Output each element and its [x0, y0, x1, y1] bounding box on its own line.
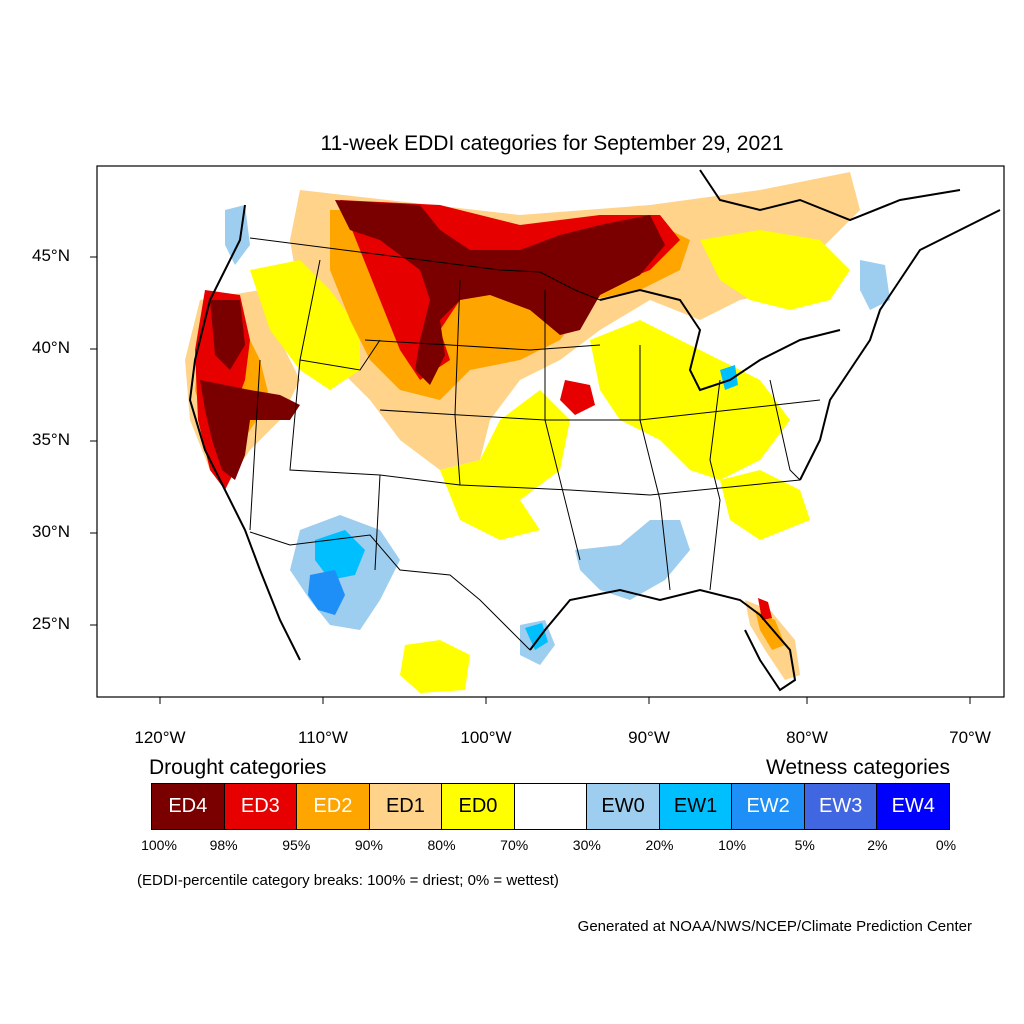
state-line-7 [639, 345, 671, 591]
ew0-region-maine [860, 260, 890, 310]
boundaries [249, 237, 821, 651]
us-mexico-border [249, 531, 531, 651]
legend-box-ed1: ED1 [369, 784, 443, 829]
ed0-region-idaho [250, 260, 360, 390]
east-coast [799, 209, 1001, 481]
ew1-region-southwest [315, 530, 365, 580]
state-line-9 [249, 359, 261, 531]
ew0-region-northwest [225, 205, 250, 265]
legend-box-ed2: ED2 [297, 784, 370, 829]
ew2-region-southwest [308, 570, 345, 615]
lon-label-70w: 70°W [949, 728, 991, 747]
legend-box-neutral [514, 784, 588, 829]
lat-label-45: 45°N [32, 246, 70, 265]
west-coast [188, 204, 301, 661]
lat-label-30: 30°N [32, 522, 70, 541]
percent-break-label: 70% [500, 837, 529, 853]
lon-label-90w: 90°W [628, 728, 670, 747]
ed2-region-florida [755, 610, 785, 650]
lon-label-100w: 100°W [460, 728, 512, 747]
legend-box-ew4: EW4 [877, 784, 950, 829]
credit-line: Generated at NOAA/NWS/NCEP/Climate Predi… [577, 918, 972, 935]
map-title: 11-week EDDI categories for September 29… [320, 132, 784, 155]
state-line-5 [454, 279, 461, 486]
drought-categories-heading: Drought categories [149, 756, 327, 779]
ed4-region-north [335, 200, 665, 385]
lon-label-110w: 110°W [298, 728, 348, 747]
axis-ticks [90, 256, 971, 704]
wetness-categories-heading: Wetness categories [765, 756, 950, 779]
lat-label-35: 35°N [32, 430, 70, 449]
percent-break-label: 0% [935, 837, 957, 853]
category-note: (EDDI-percentile category breaks: 100% =… [137, 872, 559, 889]
percent-break-label: 98% [209, 837, 238, 853]
state-line-1 [299, 259, 381, 371]
ed4-region-california [200, 380, 300, 480]
ed0-region-central [440, 390, 570, 540]
legend-box-ed3: ED3 [224, 784, 298, 829]
percent-break-label: 10% [718, 837, 747, 853]
map-frame [96, 165, 1005, 698]
legend-box-ed0: ED0 [442, 784, 515, 829]
percent-break-label: 5% [794, 837, 815, 853]
ew1-region-michigan [720, 365, 738, 390]
gulf-coast [529, 588, 797, 692]
percent-break-label: 30% [572, 837, 601, 853]
legend-box-ew2: EW2 [732, 784, 805, 829]
lat-label-40: 40°N [32, 338, 70, 357]
state-line-2 [364, 339, 601, 351]
ed4-region-west [210, 300, 245, 370]
ed3-region-florida [758, 598, 772, 620]
percent-break-label: 95% [282, 837, 311, 853]
canada-coast [699, 169, 961, 222]
ew0-region-gulf [575, 520, 690, 600]
us-canada-border [249, 237, 601, 301]
state-line-11 [769, 379, 801, 481]
legend-box-ed4: ED4 [152, 784, 225, 829]
map-fill [185, 169, 1001, 693]
ed0-region-gulf [720, 470, 810, 540]
ed0-region-great-lakes [590, 320, 790, 480]
percent-break-label: 100% [141, 837, 177, 853]
percent-break-label: 80% [427, 837, 456, 853]
ed3-region-iowa [560, 380, 595, 415]
state-line-6 [544, 290, 581, 561]
state-line-10 [374, 474, 381, 571]
category-legend: ED4 ED3 ED2 ED1 ED0 EW0 EW1 EW2 EW3 EW4 [151, 783, 950, 830]
coastlines [188, 169, 1001, 692]
lon-label-80w: 80°W [786, 728, 828, 747]
great-lakes [599, 288, 841, 392]
state-line-8 [709, 379, 721, 591]
percent-break-label: 2% [867, 837, 888, 853]
percent-break-label: 20% [645, 837, 674, 853]
legend-box-ew3: EW3 [804, 784, 878, 829]
legend-box-ew1: EW1 [659, 784, 733, 829]
ew1-region-texas-coast [525, 623, 548, 650]
legend-box-ew0: EW0 [587, 784, 660, 829]
ed0-region-mexico [400, 640, 470, 693]
lon-label-120w: 120°W [134, 728, 186, 747]
ed0-region-northeast [700, 230, 850, 310]
lat-label-25: 25°N [32, 614, 70, 633]
percent-break-label: 90% [354, 837, 383, 853]
